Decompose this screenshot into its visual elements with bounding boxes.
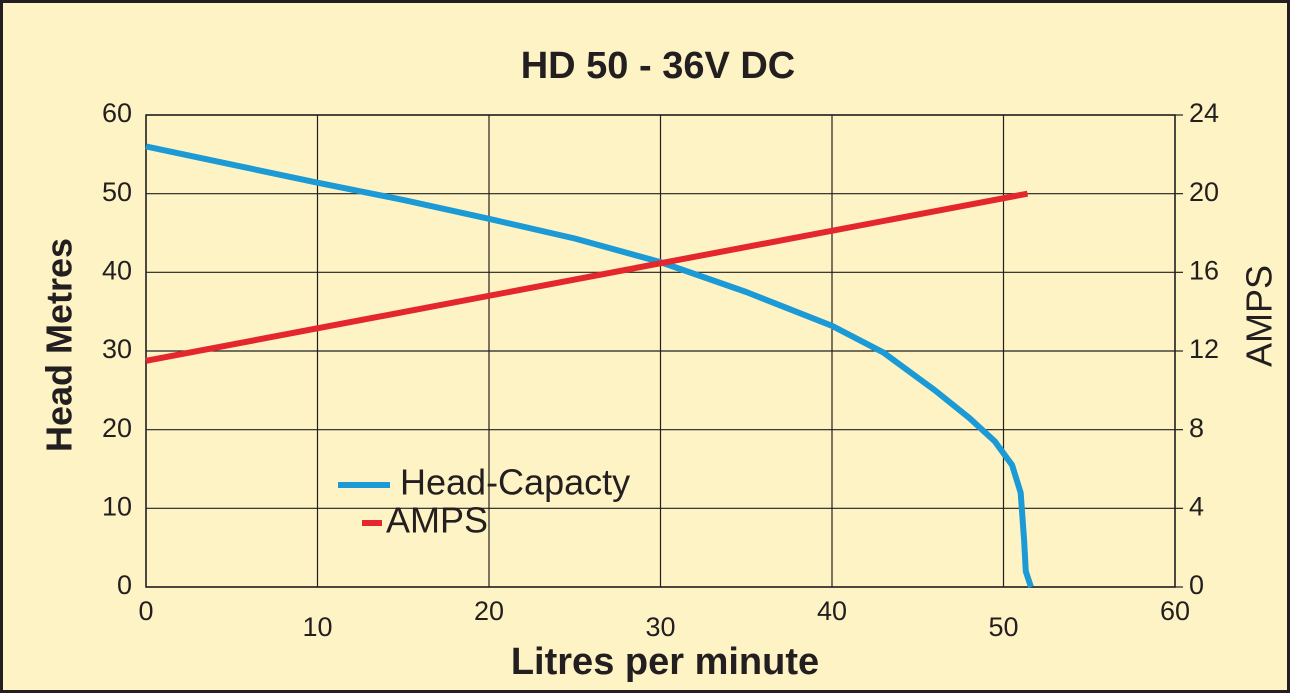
legend-label: AMPS [386,500,488,541]
x-tick-label: 10 [302,612,332,642]
y-tick-label: 10 [102,491,132,521]
legend-label: Head-Capacty [400,462,630,503]
x-tick-label: 30 [645,612,675,642]
x-tick-label: 20 [474,596,504,626]
x-tick-label: 40 [817,596,847,626]
y2-tick-label: 20 [1189,177,1219,207]
y2-axis-label: AMPS [1239,265,1280,367]
x-axis-label: Litres per minute [511,641,819,683]
y2-tick-label: 4 [1189,491,1204,521]
y2-tick-label: 24 [1189,98,1219,128]
y2-tick-label: 8 [1189,413,1204,443]
y-tick-label: 20 [102,413,132,443]
y2-tick-label: 12 [1189,334,1219,364]
y2-tick-label: 16 [1189,255,1219,285]
y-tick-label: 40 [102,255,132,285]
data-line [145,143,1034,588]
y-tick-label: 0 [117,570,132,600]
y-axis-label: Head Metres [39,238,80,452]
y-tick-label: 30 [102,334,132,364]
y-tick-label: 60 [102,98,132,128]
x-tick-label: 60 [1160,596,1190,626]
plot-frame [145,114,1176,588]
data-line [145,190,1029,364]
y-tick-label: 50 [102,177,132,207]
y2-tick-label: 0 [1189,570,1204,600]
chart-title: HD 50 - 36V DC [521,45,796,87]
x-tick-label: 0 [138,596,153,626]
x-tick-label: 50 [988,612,1018,642]
